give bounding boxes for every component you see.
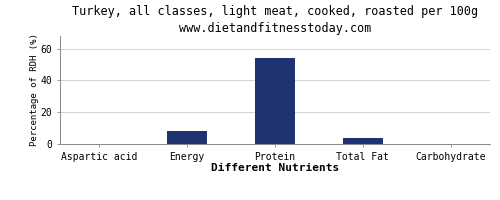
Bar <box>168 131 207 144</box>
Y-axis label: Percentage of RDH (%): Percentage of RDH (%) <box>30 34 39 146</box>
Title: Turkey, all classes, light meat, cooked, roasted per 100g
www.dietandfitnesstoda: Turkey, all classes, light meat, cooked,… <box>72 5 478 35</box>
X-axis label: Different Nutrients: Different Nutrients <box>211 163 339 173</box>
Bar <box>343 138 382 144</box>
Bar <box>255 58 295 144</box>
